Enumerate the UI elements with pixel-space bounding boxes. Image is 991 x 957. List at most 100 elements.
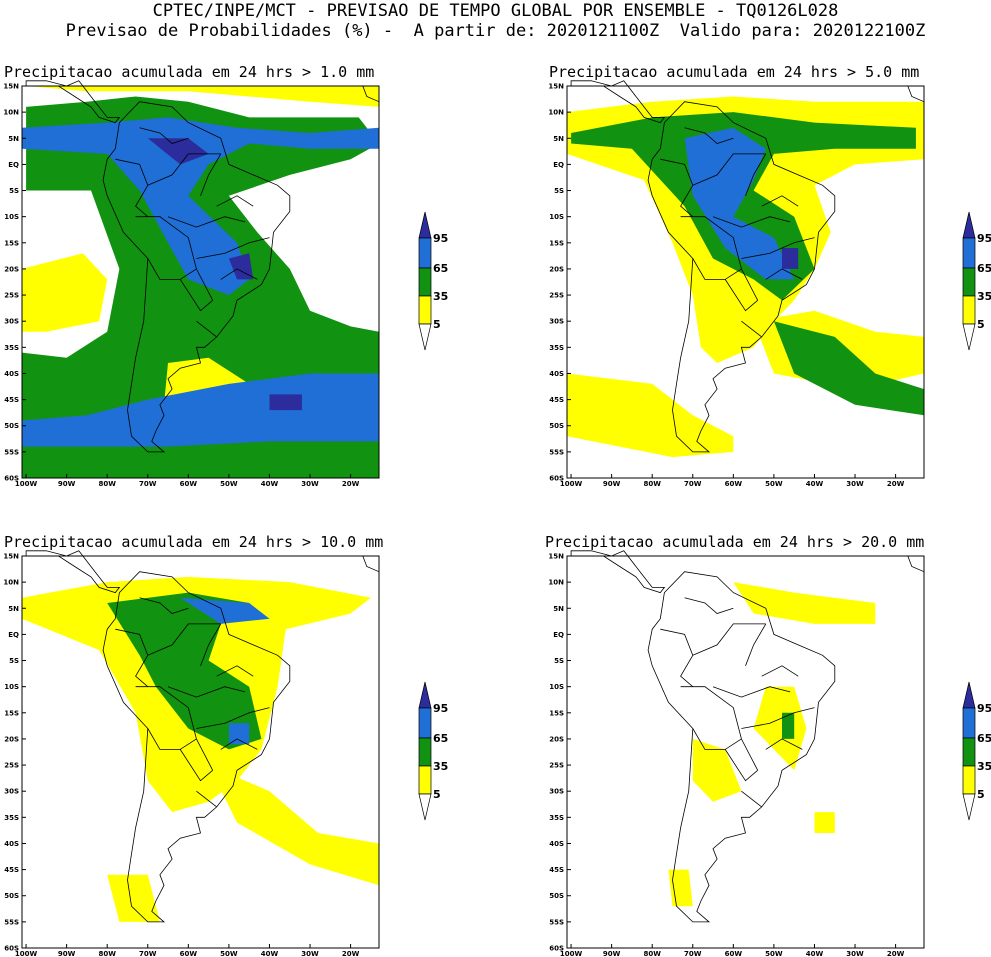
south-america-outline	[647, 101, 836, 453]
panel-3-title: Precipitacao acumulada em 24 hrs > 10.0 …	[4, 533, 384, 551]
political-border	[147, 258, 197, 280]
coastlines	[25, 550, 380, 923]
lat-label: 10S	[549, 213, 564, 221]
prob-65-95-area	[684, 127, 795, 280]
prob-65-95-area-2	[228, 723, 250, 745]
prob-35-65-area	[107, 592, 262, 750]
lat-label: 10N	[3, 109, 19, 117]
colorbar-top-arrow	[962, 211, 976, 239]
colorbar-segment	[418, 765, 432, 795]
lon-label: 40W	[261, 950, 279, 957]
probability-shading	[22, 86, 379, 478]
map-panel-20mm: 15N 10N 5N EQ 5S 10S 15S 20S 25S 30S 35S 40S 45S 50S 5…	[548, 550, 925, 957]
political-border	[741, 237, 815, 259]
lat-label: 60S	[4, 475, 19, 483]
colorbar-label: 5	[433, 318, 441, 331]
lon-label: 30W	[846, 950, 864, 957]
central-america-outline	[25, 80, 121, 124]
colorbar-segment	[962, 267, 976, 297]
lat-label: 60S	[549, 475, 564, 483]
lon-label: 90W	[58, 480, 76, 488]
lon-label: 80W	[98, 950, 116, 957]
lat-label: 20S	[549, 265, 564, 273]
lat-label: 30S	[549, 318, 564, 326]
political-border	[139, 127, 189, 144]
lon-label: 50W	[220, 480, 238, 488]
lon-label: 30W	[846, 480, 864, 488]
panel-1-title: Precipitacao acumulada em 24 hrs > 1.0 m…	[4, 63, 375, 81]
lon-label: 90W	[603, 480, 621, 488]
political-border	[196, 707, 270, 729]
lat-label: 15N	[548, 83, 564, 91]
lon-label: 80W	[643, 950, 661, 957]
political-border	[167, 686, 246, 698]
lon-label: 40W	[261, 480, 279, 488]
lat-label: 55S	[549, 448, 564, 456]
colorbar-bottom-arrow	[962, 323, 976, 351]
political-border	[745, 623, 767, 666]
prob-5-area-south	[567, 373, 734, 458]
colorbar-bottom-arrow	[962, 793, 976, 821]
main-title: CPTEC/INPE/MCT - PREVISAO DE TEMPO GLOBA…	[152, 1, 839, 21]
colorbar-segment	[418, 737, 432, 767]
lat-label: 50S	[4, 892, 19, 900]
colorbar-label: 95	[433, 232, 448, 245]
political-border	[147, 728, 197, 750]
political-border	[196, 790, 217, 808]
political-border	[741, 320, 762, 338]
lon-label: 100W	[15, 480, 38, 488]
probability-shading	[567, 96, 924, 458]
prob-5-area-atlantic	[814, 812, 835, 833]
political-border	[712, 216, 791, 228]
lon-label: 100W	[560, 950, 583, 957]
political-border	[167, 216, 246, 228]
political-border	[220, 738, 258, 750]
political-border	[692, 153, 766, 186]
lon-label: 80W	[98, 480, 116, 488]
lat-label: 20S	[4, 265, 19, 273]
lon-label: 20W	[887, 950, 905, 957]
lat-label: 25S	[4, 762, 19, 770]
lat-label: 15N	[3, 83, 19, 91]
lon-label: 40W	[806, 480, 824, 488]
south-america-outline	[102, 571, 291, 923]
colorbar-label: 35	[977, 760, 991, 773]
lon-label: 60W	[725, 950, 743, 957]
colorbar-segment	[418, 267, 432, 297]
lat-label: 45S	[4, 396, 19, 404]
lon-label: 20W	[342, 480, 360, 488]
colorbar-label: 65	[977, 732, 991, 745]
lon-label: 60W	[180, 950, 198, 957]
political-border	[680, 686, 759, 771]
lat-label: 5S	[554, 187, 564, 195]
prob-95-area-3	[269, 394, 302, 411]
lat-label: 25S	[549, 762, 564, 770]
colorbar-label: 65	[433, 732, 448, 745]
political-border	[179, 279, 213, 312]
south-america-outline	[102, 101, 291, 453]
political-border	[196, 320, 217, 338]
prob-5-area-north	[26, 86, 379, 107]
colorbar-segment	[962, 237, 976, 269]
lat-label: 10S	[4, 683, 19, 691]
lat-label: EQ	[8, 161, 19, 169]
lat-label: 5S	[9, 187, 19, 195]
lon-label: 30W	[301, 950, 319, 957]
lon-label: 50W	[220, 950, 238, 957]
lon-label: 80W	[643, 480, 661, 488]
map-frame	[566, 555, 925, 949]
political-border	[761, 665, 799, 677]
lon-label: 20W	[342, 950, 360, 957]
lat-label: 5S	[9, 657, 19, 665]
lat-label: 15N	[3, 553, 19, 561]
political-border	[220, 268, 258, 280]
probability-shading	[668, 582, 876, 907]
map-panel-1mm: 15N 10N 5N EQ 5S 10S 15S 20S 25S 30S 35S 40S 45S 50S 5…	[3, 80, 380, 488]
lat-label: 30S	[4, 788, 19, 796]
lon-label: 100W	[560, 480, 583, 488]
colorbar-segment	[962, 737, 976, 767]
colorbar-panel-1: 95 65 35 5	[418, 211, 448, 351]
prob-95-area-1	[147, 138, 209, 165]
lat-label: 50S	[549, 422, 564, 430]
colorbar-bottom-arrow	[418, 323, 432, 351]
